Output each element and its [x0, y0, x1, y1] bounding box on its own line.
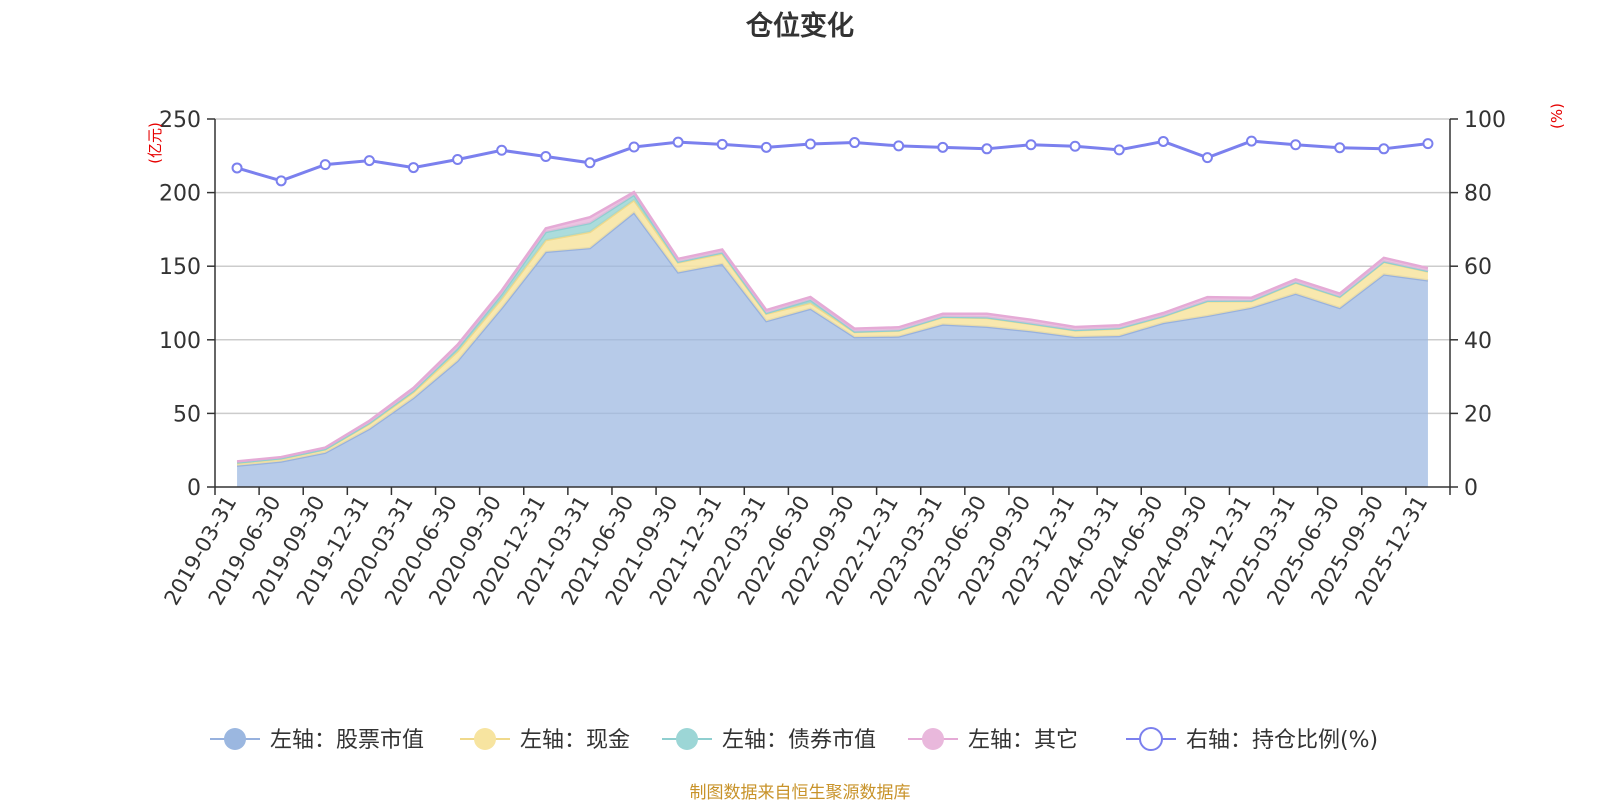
area-stock	[237, 212, 1428, 487]
ratio-point	[1113, 144, 1125, 156]
legend-marker-other	[922, 728, 944, 750]
legend-label: 左轴：债券市值	[722, 728, 876, 753]
legend-label: 左轴：股票市值	[270, 728, 424, 753]
ratio-point	[1246, 135, 1258, 147]
line-stock	[236, 210, 1429, 467]
left-tick-label: 250	[159, 108, 201, 133]
right-tick-label: 20	[1464, 402, 1492, 427]
ratio-point	[716, 138, 728, 150]
ratio-point	[1290, 139, 1302, 151]
ratio-point	[319, 159, 331, 171]
ratio-point	[760, 141, 772, 153]
source-note: 制图数据来自恒生聚源数据库	[689, 783, 911, 803]
ratio-point	[937, 141, 949, 153]
right-tick-label: 0	[1464, 476, 1478, 501]
area-bond	[237, 194, 1428, 464]
area-cash	[237, 200, 1428, 466]
ratio-point	[275, 175, 287, 187]
ratio-point	[1201, 152, 1213, 164]
ratio-point	[452, 153, 464, 165]
ratio-point	[496, 144, 508, 156]
ratio-point	[981, 143, 993, 155]
ratio-point	[584, 157, 596, 169]
right-tick-label: 40	[1464, 329, 1492, 354]
ratio-point	[231, 162, 243, 174]
left-tick-label: 150	[159, 255, 201, 280]
ratio-point	[672, 136, 684, 148]
ratio-point	[1157, 135, 1169, 147]
ratio-point	[407, 162, 419, 174]
left-tick-label: 100	[159, 329, 201, 354]
left-unit-label: (亿元)	[146, 122, 164, 164]
legend-marker-cash	[474, 728, 496, 750]
right-tick-label: 80	[1464, 182, 1492, 207]
ratio-point	[804, 138, 816, 150]
legend-label: 右轴：持仓比例(%)	[1186, 728, 1378, 753]
ratio-point	[1422, 138, 1434, 150]
left-tick-label: 200	[159, 182, 201, 207]
ratio-point	[628, 141, 640, 153]
ratio-point	[363, 155, 375, 167]
right-unit-label: (%)	[1548, 103, 1566, 129]
legend-label: 左轴：其它	[968, 728, 1078, 753]
ratio-point	[1378, 143, 1390, 155]
legend-marker-stock	[224, 728, 246, 750]
ratio-point	[893, 140, 905, 152]
left-tick-label: 50	[173, 402, 201, 427]
right-tick-label: 100	[1464, 108, 1506, 133]
chart-title: 仓位变化	[746, 11, 854, 42]
line-ratio	[236, 139, 1429, 183]
legend-marker-ratio	[1139, 727, 1163, 751]
ratio-point	[1069, 140, 1081, 152]
ratio-point	[1025, 139, 1037, 151]
legend-marker-bond	[676, 728, 698, 750]
ratio-point	[1334, 142, 1346, 154]
right-tick-label: 60	[1464, 255, 1492, 280]
ratio-point	[849, 137, 861, 149]
ratio-point	[540, 151, 552, 163]
legend-label: 左轴：现金	[520, 728, 630, 753]
left-tick-label: 0	[187, 476, 201, 501]
line-other	[236, 190, 1429, 463]
